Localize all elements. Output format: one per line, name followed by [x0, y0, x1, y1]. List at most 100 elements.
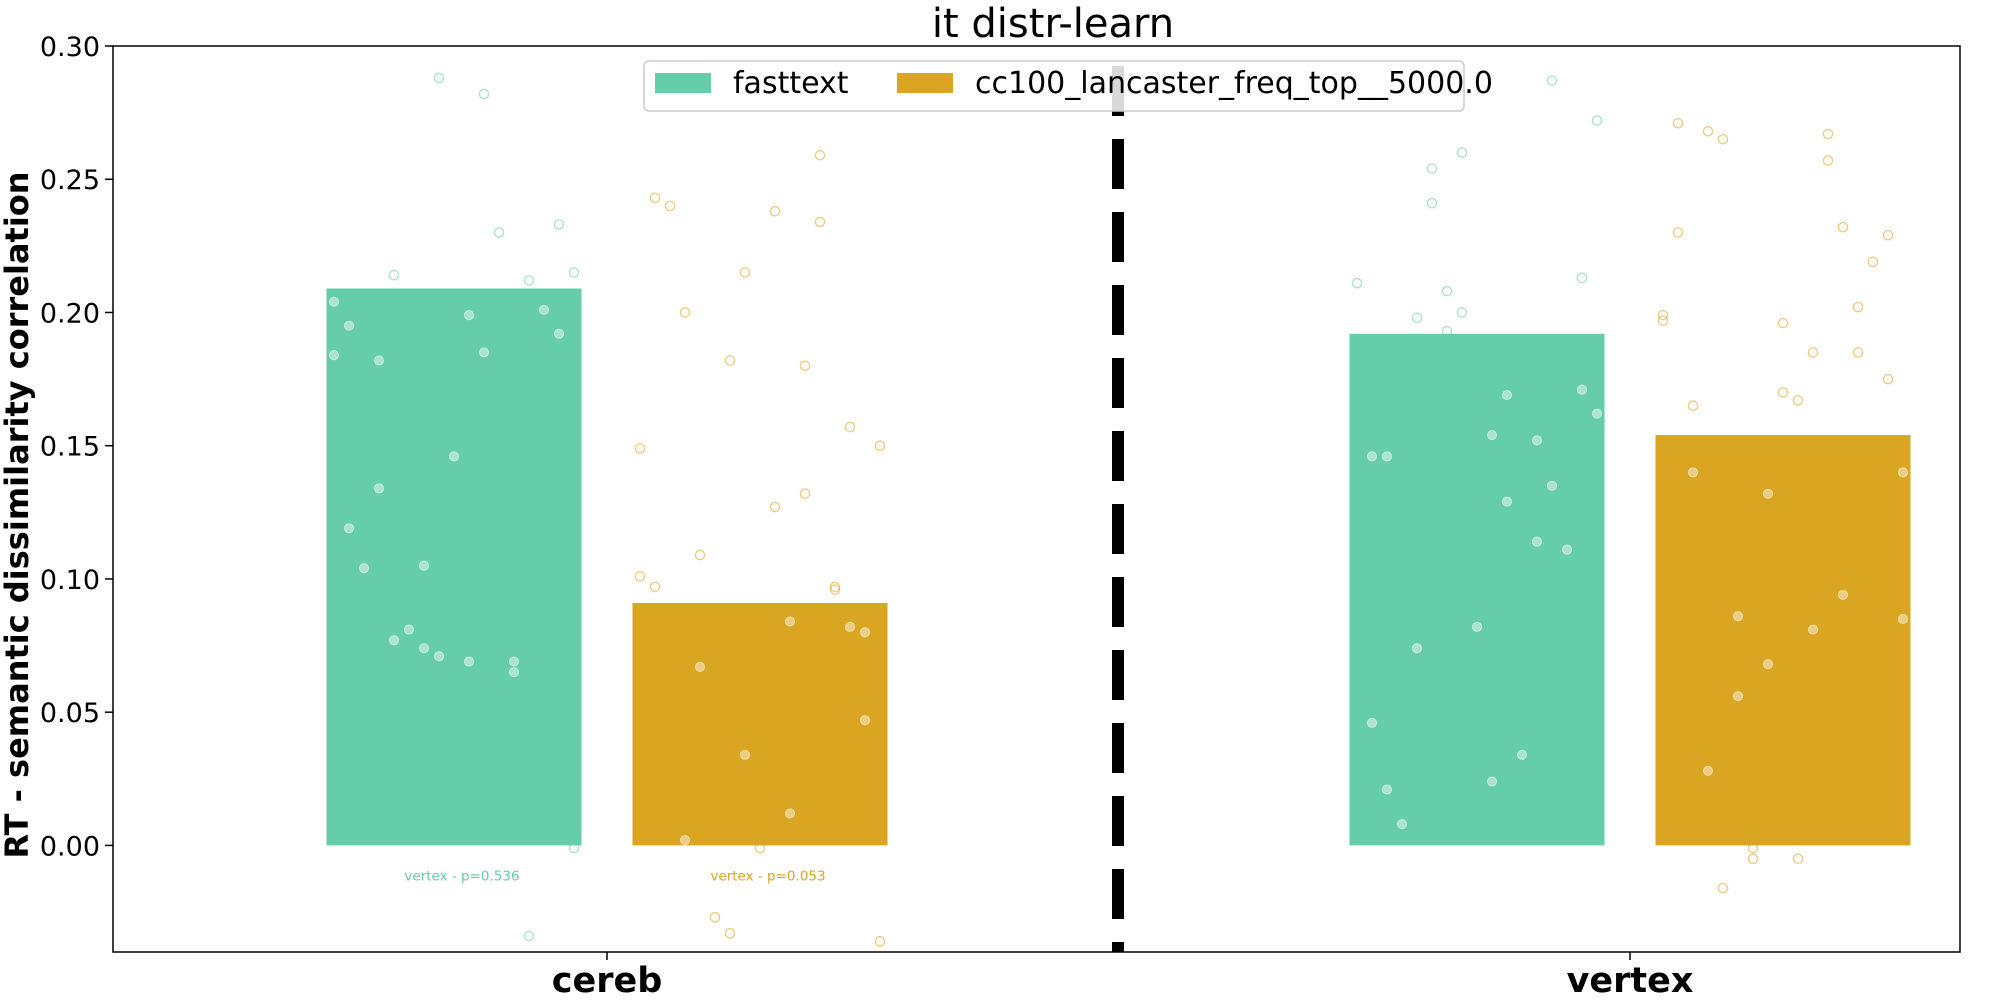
data-point: [508, 656, 520, 667]
data-point: [1897, 613, 1909, 625]
data-point: [418, 560, 430, 571]
bar-vertex-series-0: [1349, 333, 1605, 846]
data-point: [1747, 853, 1759, 865]
legend-swatch: [897, 73, 953, 93]
data-point: [1807, 624, 1819, 635]
data-point: [373, 483, 385, 494]
y-tick-label: 0.00: [40, 831, 100, 862]
data-point: [1732, 691, 1744, 702]
data-point: [694, 661, 706, 672]
data-point: [1717, 133, 1729, 145]
data-point: [1456, 307, 1468, 318]
bar-cereb-series-1: [632, 602, 888, 846]
x-tick-label-cereb: cereb: [552, 961, 663, 1000]
y-tick-label: 0.30: [40, 32, 100, 63]
data-point: [463, 310, 475, 321]
legend-swatch: [655, 73, 711, 93]
data-point: [1762, 488, 1774, 499]
data-point: [1546, 480, 1558, 491]
data-point: [1591, 115, 1603, 126]
data-point: [1591, 408, 1603, 419]
data-point: [724, 355, 736, 366]
data-point: [649, 581, 661, 593]
data-point: [328, 350, 340, 361]
data-point: [568, 842, 580, 854]
data-point: [1717, 882, 1729, 894]
data-point: [679, 307, 691, 318]
data-point: [859, 715, 871, 726]
legend-label: fasttext: [733, 66, 849, 101]
data-point: [478, 88, 490, 100]
data-point: [538, 304, 550, 315]
data-point: [1576, 384, 1588, 395]
data-point: [1702, 765, 1714, 776]
y-tick-label: 0.05: [40, 698, 100, 729]
data-point: [634, 443, 646, 454]
data-point: [814, 149, 826, 161]
data-point: [523, 930, 535, 942]
data-point: [1672, 117, 1684, 129]
data-point: [358, 563, 370, 574]
data-point: [433, 72, 445, 84]
data-point: [1867, 256, 1879, 268]
data-point: [829, 584, 841, 595]
data-point: [754, 842, 766, 854]
data-point: [1702, 125, 1714, 137]
data-point: [679, 834, 691, 846]
legend: fasttext cc100_lancaster_freq_top__5000.0: [643, 60, 1493, 112]
data-point: [1576, 272, 1588, 284]
legend-box: [643, 60, 1465, 112]
data-point: [1882, 373, 1894, 385]
data-point: [1441, 285, 1453, 297]
data-point: [1441, 325, 1453, 337]
data-point: [799, 360, 811, 372]
y-tick-label: 0.10: [40, 565, 100, 596]
p-value-annotation: vertex - p=0.053: [710, 869, 825, 885]
data-point: [463, 656, 475, 667]
data-point: [508, 667, 520, 678]
data-point: [1762, 659, 1774, 670]
data-point: [493, 227, 505, 238]
data-point: [1561, 544, 1573, 555]
y-tick-label: 0.25: [40, 165, 100, 196]
data-point: [1777, 317, 1789, 329]
data-point: [1381, 784, 1393, 795]
data-point: [388, 269, 400, 281]
data-point: [343, 320, 355, 331]
data-point: [784, 808, 796, 819]
data-point: [874, 936, 886, 947]
data-point: [1456, 147, 1468, 158]
data-point: [814, 216, 826, 228]
data-point: [1687, 400, 1699, 412]
data-point: [1657, 315, 1669, 326]
data-point: [523, 275, 535, 286]
data-point: [1471, 621, 1483, 633]
x-tick-label-vertex: vertex: [1567, 961, 1694, 1000]
data-point: [649, 192, 661, 204]
y-axis: 0.00 0.05 0.10 0.15 0.20 0.25 0.30: [40, 32, 113, 862]
y-tick-label: 0.15: [40, 432, 100, 463]
data-point: [1516, 749, 1528, 760]
data-point: [478, 347, 490, 358]
bar-vertex-series-1: [1655, 435, 1911, 846]
data-point: [1882, 229, 1894, 241]
data-point: [769, 205, 781, 217]
data-point: [1501, 496, 1513, 507]
data-point: [1777, 387, 1789, 398]
data-point: [859, 627, 871, 638]
data-point: [709, 912, 721, 923]
data-point: [1732, 611, 1744, 622]
data-point: [1426, 197, 1438, 209]
data-point: [1396, 818, 1408, 830]
data-point: [739, 749, 751, 760]
data-point: [1657, 309, 1669, 321]
data-point: [1411, 643, 1423, 654]
data-point: [634, 570, 646, 582]
plot-area: vertex - p=0.536 vertex - p=0.053: [326, 66, 1911, 952]
data-point: [844, 621, 856, 633]
data-point: [343, 523, 355, 534]
data-point: [448, 451, 460, 462]
data-point: [1501, 389, 1513, 401]
data-point: [1381, 451, 1393, 462]
